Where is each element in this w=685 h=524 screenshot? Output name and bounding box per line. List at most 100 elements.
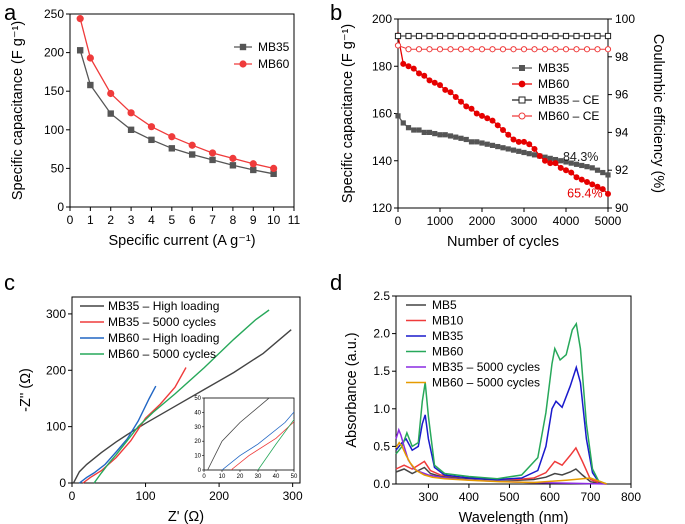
panel-b-data-point	[395, 113, 401, 119]
panel-b-data-point	[520, 32, 528, 40]
panel-b-legend-marker	[518, 80, 526, 88]
panel-c-inset-xtick-label: 30	[255, 474, 262, 480]
panel-a-data-point	[229, 154, 237, 162]
panel-a-legend-label: MB35	[258, 40, 290, 54]
panel-a-xtick-label: 9	[250, 213, 257, 227]
panel-b-data-point	[552, 46, 559, 53]
panel-b-legend-marker	[519, 65, 525, 71]
panel-d-ytick-label: 1.5	[373, 364, 390, 378]
panel-b-data-point	[458, 98, 464, 105]
panel-b-data-point	[531, 152, 538, 158]
panel-a-data-point	[250, 166, 257, 174]
panel-b-data-point	[578, 176, 585, 183]
panel-b-data-point	[531, 145, 538, 152]
panel-b-ytick-label: 140	[372, 154, 392, 168]
panel-b-data-point	[447, 46, 454, 53]
panel-d-series-line	[395, 441, 607, 485]
panel-b-data-point	[426, 46, 433, 53]
panel-b-data-point	[410, 65, 417, 72]
panel-b-data-point	[594, 167, 601, 173]
panel-a-xtick-label: 10	[267, 213, 281, 227]
panel-b-data-point	[453, 134, 459, 140]
panel-a-ytick-label: 50	[51, 161, 65, 175]
panel-c-xtick-label: 100	[136, 489, 156, 503]
panel-d-series-line	[395, 466, 607, 485]
panel-a-data-point	[86, 54, 94, 62]
panel-b-y2tick-label: 92	[615, 163, 629, 177]
panel-b-data-point	[479, 140, 485, 146]
panel-b-data-point	[573, 161, 580, 167]
panel-b-data-point	[531, 46, 538, 53]
panel-b-data-point	[526, 151, 532, 157]
panel-b-data-point	[520, 46, 528, 53]
panel-c-y-axis-label: -Z'' (Ω)	[18, 368, 34, 412]
panel-b-data-point	[400, 120, 406, 126]
panel-b-ytick-label: 120	[372, 201, 392, 215]
panel-c-xtick-label: 200	[209, 489, 229, 503]
panel-b-data-point	[463, 136, 469, 143]
panel-b-data-point	[594, 46, 601, 53]
panel-a-ytick-label: 0	[57, 200, 64, 214]
panel-b-data-point	[515, 138, 522, 145]
panel-b-data-point	[415, 32, 423, 40]
panel-d-legend-label: MB60 – 5000 cycles	[432, 376, 540, 390]
panel-b-data-point	[400, 60, 407, 67]
panel-b-data-point	[394, 32, 402, 40]
panel-b-data-point	[605, 190, 611, 197]
panel-c-legend-label: MB35 – High loading	[108, 299, 219, 313]
panel-b-data-point	[457, 46, 465, 53]
panel-d-legend-label: MB35	[432, 329, 464, 343]
panel-b-ytick-label: 160	[372, 107, 392, 121]
panel-c-legend-label: MB60 – High loading	[108, 331, 219, 345]
panel-b-y2-axis-label: Coulumbic efficiency (%)	[650, 34, 666, 193]
panel-d-x-axis-label: Wavelength (nm)	[459, 510, 569, 524]
panel-d-ytick-label: 0.0	[373, 477, 390, 491]
panel-b-data-point	[478, 46, 486, 53]
panel-b-data-point	[542, 157, 548, 164]
panel-b-xtick-label: 0	[395, 214, 402, 228]
panel-b-data-point	[573, 174, 580, 181]
panel-b-data-point	[568, 169, 575, 176]
panel-b-data-point	[599, 186, 606, 193]
panel-b-data-point	[500, 145, 506, 151]
panel-b-data-point	[437, 82, 443, 89]
panel-b-data-point	[568, 160, 574, 166]
panel-c-inset-series-line	[207, 398, 270, 470]
panel-c-inset: 0 10 20 30 40 50 0 10 20 30 40 50	[194, 396, 298, 480]
panel-b-data-point	[573, 46, 580, 53]
panel-b-data-point	[442, 86, 449, 93]
panel-a-data-point	[148, 136, 155, 144]
panel-b-y-axis-label: Specific capacitance (F g⁻¹)	[340, 24, 356, 203]
panel-b-data-point	[458, 135, 464, 141]
panel-a-data-point	[76, 47, 84, 54]
panel-b-data-point	[583, 32, 591, 40]
panel-d-plot-frame	[395, 295, 632, 485]
panel-b-data-point	[489, 32, 496, 40]
panel-b-data-point	[552, 156, 559, 163]
panel-a-data-point	[87, 81, 94, 89]
panel-a-xtick-label: 1	[87, 213, 94, 227]
panel-d-xtick-label: 500	[499, 490, 519, 504]
panel-b-ytick-label: 200	[372, 12, 392, 26]
panel-b-data-point	[447, 133, 454, 139]
panel-b-legend-marker	[518, 96, 526, 104]
panel-b-data-point	[415, 46, 423, 53]
panel-a-data-point	[127, 126, 135, 133]
panel-b-data-point	[589, 165, 595, 171]
panel-b-annotation: 84.3%	[563, 150, 598, 164]
panel-b-data-point	[457, 32, 465, 40]
panel-b-data-point	[547, 155, 553, 161]
panel-c-series-line	[78, 385, 157, 484]
panel-b-data-point	[436, 46, 444, 53]
panel-b-data-point	[416, 127, 422, 133]
panel-b-data-point	[604, 46, 612, 53]
panel-a-ytick-label: 150	[44, 84, 64, 98]
panel-b-data-point	[426, 77, 433, 84]
panel-a-legend-label: MB60	[258, 57, 290, 71]
panel-b-xtick-label: 5000	[595, 214, 622, 228]
panel-b-data-point	[562, 32, 570, 40]
panel-a-data-point	[208, 149, 217, 157]
panel-c-inset-series-line	[230, 421, 294, 470]
